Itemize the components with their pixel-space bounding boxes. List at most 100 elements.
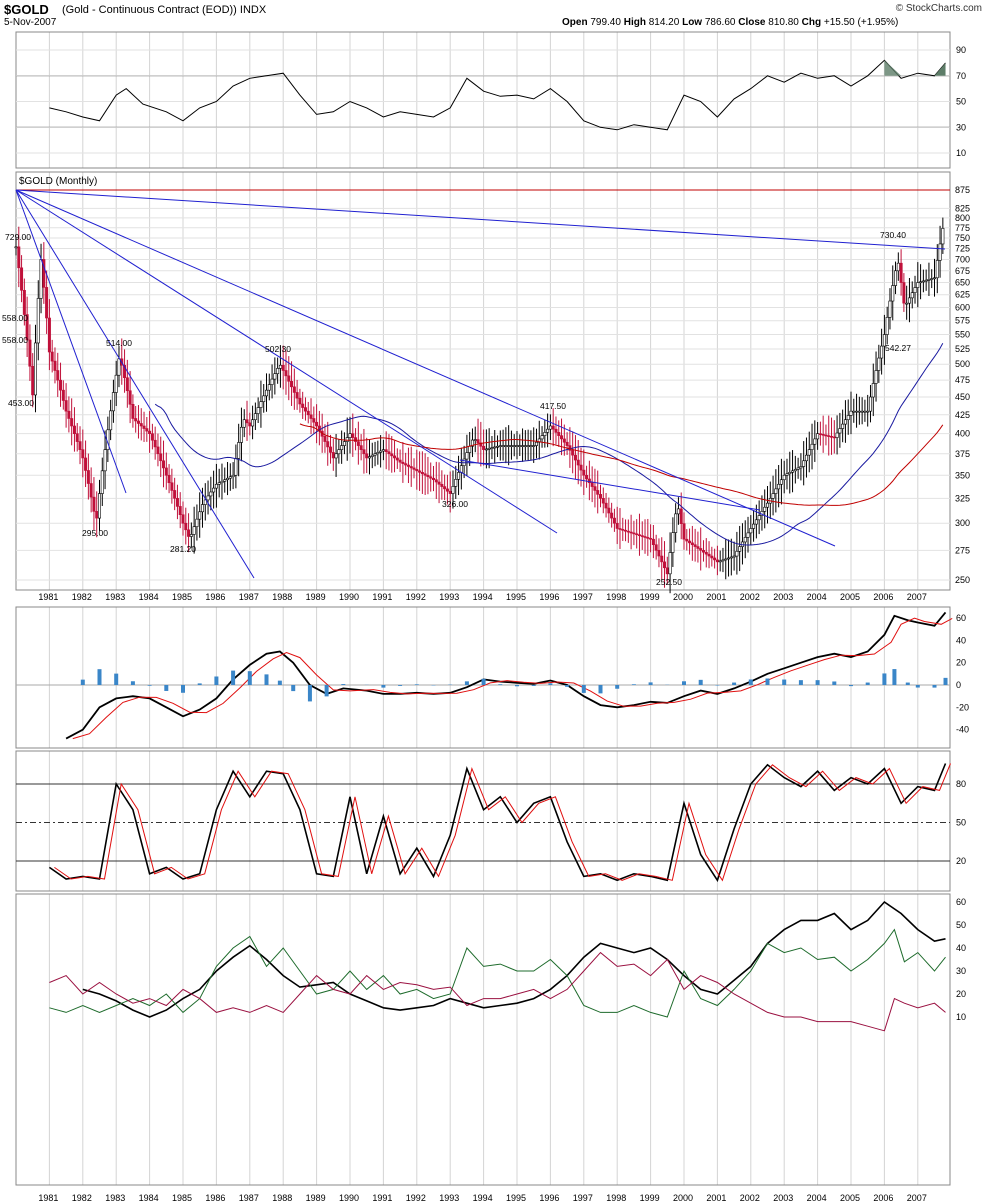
macd-histogram-bar [581, 685, 586, 693]
x-tick-label: 1985 [172, 1193, 192, 1203]
candle-body [871, 383, 875, 398]
candle-body [799, 466, 803, 469]
candle-body [924, 279, 928, 282]
x-tick-label: 2006 [873, 1193, 893, 1203]
candle-body [253, 413, 257, 421]
candle-body [365, 453, 369, 459]
fan-line [15, 189, 946, 250]
x-tick-label: 1990 [339, 1193, 359, 1203]
candle-body [187, 529, 191, 537]
price-tick-label: 500 [955, 359, 970, 369]
candle-body [203, 499, 207, 505]
candle-body [846, 415, 850, 421]
candle-body [821, 434, 825, 436]
price-tick-label: 425 [955, 410, 970, 420]
x-tick-label: 1994 [473, 1193, 493, 1203]
dmi-tick-label: 20 [956, 989, 966, 999]
candle-body [334, 453, 338, 459]
candle-body [810, 443, 814, 450]
candle-body [718, 560, 722, 563]
price-tick-label: 675 [955, 266, 970, 276]
x-tick-label: 1984 [139, 1193, 159, 1203]
candle-body [512, 445, 516, 447]
candle-body [543, 432, 547, 436]
candle-body [100, 470, 104, 494]
candle-body [913, 287, 917, 293]
candle-body [663, 561, 667, 569]
candle-body [457, 472, 461, 480]
price-tick-label: 300 [955, 518, 970, 528]
macd-tick-label: 0 [956, 680, 961, 690]
candle-body [281, 364, 285, 371]
candle-body [156, 446, 160, 455]
candle-body [610, 512, 614, 519]
candle-body [782, 474, 786, 481]
candle-body [412, 467, 416, 470]
candle-body [284, 370, 288, 377]
candle-body [22, 289, 26, 315]
macd-line [65, 611, 947, 740]
candle-body [618, 528, 622, 530]
candle-body [532, 445, 536, 447]
candle-body [306, 410, 310, 416]
candle-body [640, 535, 644, 537]
candle-body [381, 449, 385, 452]
candle-body [398, 459, 402, 463]
candle-body [735, 550, 739, 557]
candle-body [239, 426, 243, 443]
x-tick-label: 2001 [706, 592, 726, 602]
candle-body [181, 514, 185, 524]
chart-header: $GOLD (Gold - Continuous Contract (EOD))… [0, 0, 990, 30]
candle-body [226, 477, 230, 481]
instrument-name: (Gold - Continuous Contract (EOD)) INDX [62, 4, 267, 16]
candle-body [693, 544, 697, 547]
candle-body [173, 490, 177, 499]
candle-body [445, 488, 449, 492]
candle-body [242, 419, 246, 428]
macd-signal-line [72, 617, 953, 740]
rsi-tick-label: 90 [956, 45, 966, 55]
candle-body [490, 447, 494, 449]
trend-line [459, 459, 761, 511]
candle-body [835, 432, 839, 438]
candle-body [838, 428, 842, 434]
candle-body [612, 517, 616, 524]
macd-histogram-bar [849, 685, 853, 687]
x-tick-label: 2004 [807, 592, 827, 602]
macd-histogram-bar [631, 684, 636, 685]
candle-body [123, 364, 127, 379]
candle-body [919, 281, 923, 284]
rsi-tick-label: 70 [956, 71, 966, 81]
candle-body [33, 342, 37, 396]
candle-body [816, 433, 820, 440]
macd-panel [15, 606, 951, 749]
macd-histogram-bar [832, 681, 837, 685]
macd-histogram-bar [615, 685, 620, 689]
candle-body [905, 302, 909, 305]
candle-body [724, 558, 728, 561]
price-tick-label: 825 [955, 203, 970, 213]
macd-histogram-bar [277, 680, 282, 685]
macd-histogram-bar [247, 671, 252, 685]
x-tick-label: 1997 [573, 1193, 593, 1203]
candle-body [501, 445, 505, 447]
macd-histogram-bar [943, 677, 948, 685]
candle-body [857, 410, 861, 413]
macd-histogram-bar [381, 685, 386, 688]
candle-body [198, 511, 202, 520]
candle-body [117, 358, 121, 376]
x-tick-label: 2003 [773, 1193, 793, 1203]
candle-body [910, 292, 914, 299]
price-title: $GOLD (Monthly) [19, 176, 97, 187]
macd-histogram-bar [715, 685, 720, 686]
candle-body [649, 538, 653, 540]
x-tick-label: 1999 [640, 1193, 660, 1203]
candle-body [818, 433, 822, 435]
candle-body [367, 456, 371, 459]
candle-body [451, 486, 455, 494]
candle-body [192, 526, 196, 535]
candle-body [632, 532, 636, 535]
x-tick-label: 1982 [72, 1193, 92, 1203]
candle-body [827, 435, 831, 437]
macd-histogram-bar [865, 682, 870, 685]
